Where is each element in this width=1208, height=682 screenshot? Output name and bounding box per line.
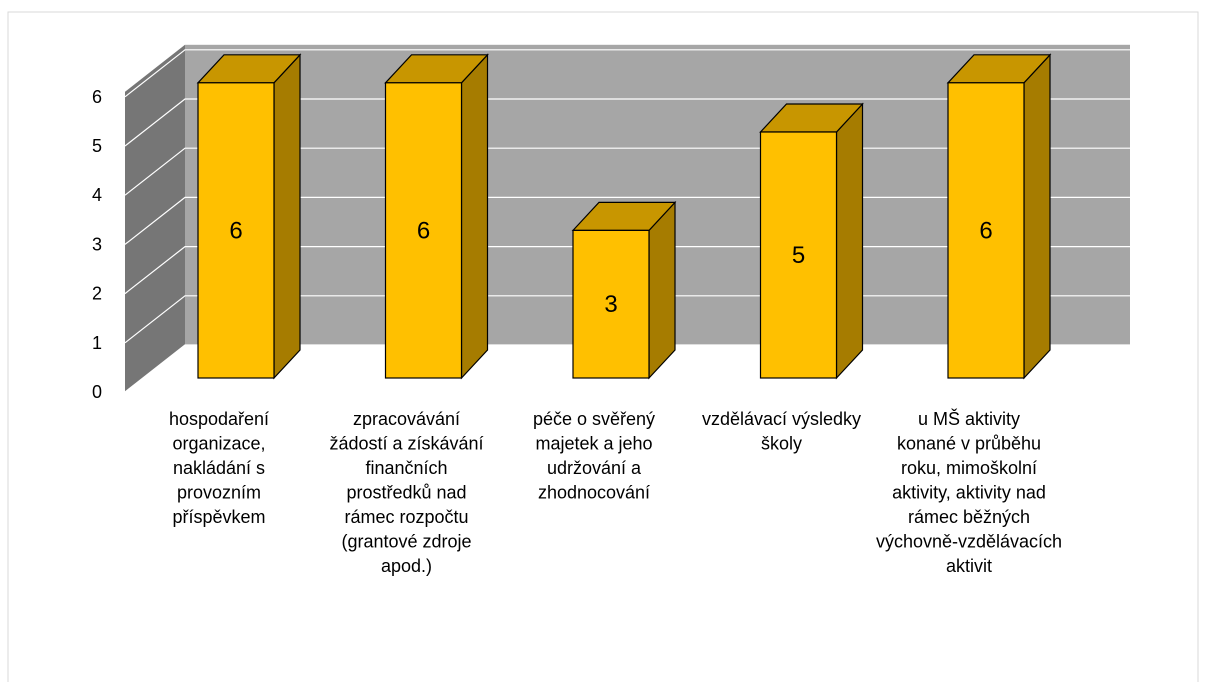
x-tick-label: u MŠ aktivity konané v průběhu roku, mimoš… <box>876 408 1062 576</box>
value-label: 5 <box>792 242 805 269</box>
bar <box>571 200 677 380</box>
side-wall <box>125 44 185 393</box>
bar-front <box>384 82 463 379</box>
bar <box>384 53 489 380</box>
y-tick-label: 2 <box>92 284 102 304</box>
grid-line <box>124 49 1130 98</box>
value-label: 6 <box>417 217 430 244</box>
bar-front <box>759 131 838 379</box>
value-label: 3 <box>604 291 617 318</box>
grid-line <box>124 98 1130 147</box>
bar-side <box>835 102 864 380</box>
bar <box>759 102 864 380</box>
x-tick-label: zpracovávání žádostí a získávání finančníc… <box>329 409 483 576</box>
value-label: 6 <box>979 217 992 244</box>
bar-side <box>460 53 489 380</box>
x-tick-label: hospodaření organizace, nakládání s provozn… <box>169 409 269 527</box>
bar-front <box>947 82 1025 379</box>
y-tick-label: 5 <box>92 136 102 156</box>
bar-side <box>273 53 301 380</box>
bar-front <box>197 82 275 379</box>
bar-side <box>648 200 676 380</box>
y-tick-label: 6 <box>92 87 102 107</box>
y-tick-label: 0 <box>92 382 102 402</box>
y-tick-label: 4 <box>92 185 102 205</box>
value-label: 6 <box>229 217 242 244</box>
bar <box>946 53 1052 380</box>
bar-front <box>572 229 650 379</box>
y-tick-label: 1 <box>92 333 102 353</box>
y-tick-label: 3 <box>92 234 102 254</box>
x-tick-label: vzdělávací výsledky školy <box>702 409 861 454</box>
bar-side <box>1023 53 1051 380</box>
bar <box>196 53 302 380</box>
